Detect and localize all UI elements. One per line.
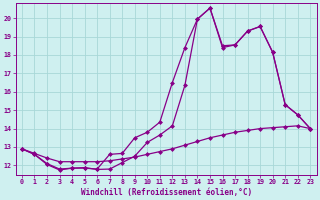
X-axis label: Windchill (Refroidissement éolien,°C): Windchill (Refroidissement éolien,°C)	[81, 188, 252, 197]
